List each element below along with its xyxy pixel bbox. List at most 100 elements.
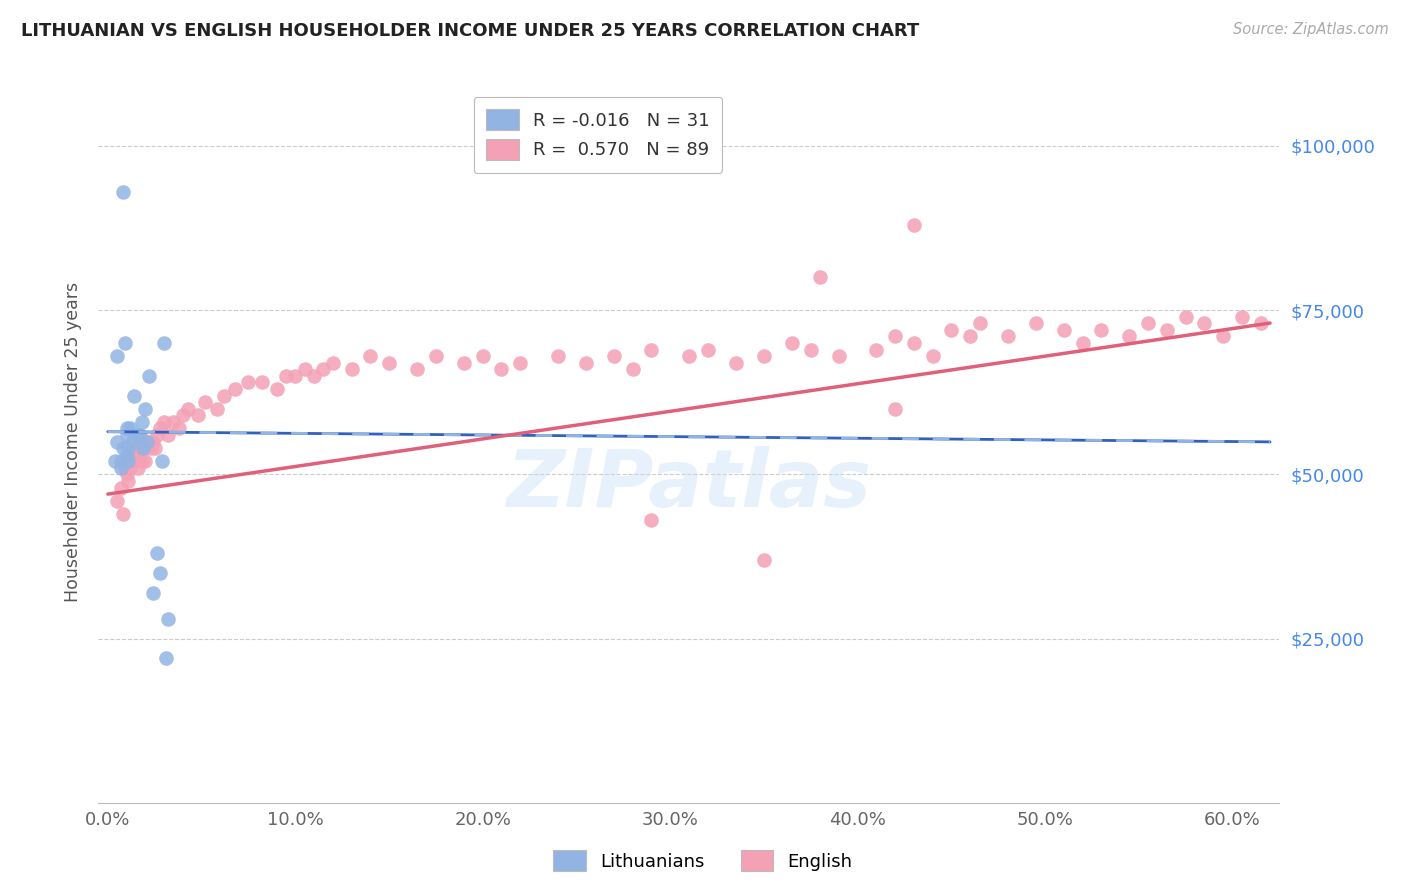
Point — [865, 343, 887, 357]
Point — [884, 401, 907, 416]
Point — [1071, 336, 1094, 351]
Y-axis label: Householder Income Under 25 years: Householder Income Under 25 years — [65, 282, 83, 601]
Point — [127, 460, 149, 475]
Point — [1118, 329, 1140, 343]
Point — [808, 270, 831, 285]
Point — [111, 441, 134, 455]
Point — [884, 329, 907, 343]
Point — [921, 349, 943, 363]
Point — [425, 349, 447, 363]
Point — [134, 454, 156, 468]
Point — [115, 454, 138, 468]
Point — [121, 448, 143, 462]
Point — [1174, 310, 1197, 324]
Point — [115, 421, 138, 435]
Point — [941, 323, 963, 337]
Point — [110, 481, 132, 495]
Point — [145, 546, 167, 560]
Text: Source: ZipAtlas.com: Source: ZipAtlas.com — [1233, 22, 1389, 37]
Point — [828, 349, 851, 363]
Point — [125, 441, 148, 455]
Point — [105, 349, 128, 363]
Point — [136, 434, 159, 449]
Point — [143, 441, 166, 455]
Point — [110, 460, 132, 475]
Point — [115, 448, 138, 462]
Point — [121, 434, 143, 449]
Point — [575, 356, 598, 370]
Point — [1137, 316, 1160, 330]
Point — [110, 454, 132, 468]
Point — [131, 454, 153, 468]
Point — [302, 368, 325, 383]
Point — [406, 362, 429, 376]
Point — [131, 415, 153, 429]
Point — [752, 553, 775, 567]
Point — [115, 467, 138, 482]
Point — [969, 316, 991, 330]
Point — [1156, 323, 1178, 337]
Point — [187, 409, 209, 423]
Point — [294, 362, 316, 376]
Point — [359, 349, 381, 363]
Point — [167, 421, 190, 435]
Point — [114, 460, 136, 475]
Point — [509, 356, 531, 370]
Point — [1212, 329, 1234, 343]
Point — [150, 454, 173, 468]
Point — [696, 343, 718, 357]
Point — [640, 343, 662, 357]
Point — [153, 336, 176, 351]
Point — [120, 421, 142, 435]
Point — [1053, 323, 1076, 337]
Point — [212, 388, 235, 402]
Point — [959, 329, 981, 343]
Point — [640, 513, 662, 527]
Point — [138, 368, 160, 383]
Point — [224, 382, 246, 396]
Point — [274, 368, 297, 383]
Point — [780, 336, 803, 351]
Point — [903, 336, 925, 351]
Point — [621, 362, 644, 376]
Text: LITHUANIAN VS ENGLISH HOUSEHOLDER INCOME UNDER 25 YEARS CORRELATION CHART: LITHUANIAN VS ENGLISH HOUSEHOLDER INCOME… — [21, 22, 920, 40]
Point — [471, 349, 494, 363]
Point — [238, 376, 260, 390]
Point — [105, 493, 128, 508]
Point — [125, 428, 148, 442]
Point — [128, 428, 150, 442]
Point — [194, 395, 217, 409]
Point — [127, 428, 149, 442]
Point — [145, 428, 167, 442]
Point — [491, 362, 513, 376]
Point — [378, 356, 401, 370]
Point — [115, 428, 138, 442]
Point — [678, 349, 700, 363]
Point — [1090, 323, 1112, 337]
Point — [205, 401, 228, 416]
Point — [132, 441, 155, 455]
Point — [724, 356, 747, 370]
Point — [142, 585, 165, 599]
Point — [105, 434, 128, 449]
Point — [155, 651, 177, 665]
Point — [156, 612, 179, 626]
Point — [172, 409, 194, 423]
Point — [122, 454, 145, 468]
Point — [177, 401, 200, 416]
Point — [250, 376, 273, 390]
Point — [800, 343, 823, 357]
Point — [142, 434, 165, 449]
Point — [1194, 316, 1216, 330]
Point — [266, 382, 288, 396]
Point — [322, 356, 344, 370]
Point — [752, 349, 775, 363]
Legend: Lithuanians, English: Lithuanians, English — [546, 843, 860, 879]
Point — [312, 362, 335, 376]
Point — [453, 356, 475, 370]
Point — [284, 368, 307, 383]
Point — [997, 329, 1019, 343]
Point — [1230, 310, 1253, 324]
Point — [120, 460, 142, 475]
Point — [111, 507, 134, 521]
